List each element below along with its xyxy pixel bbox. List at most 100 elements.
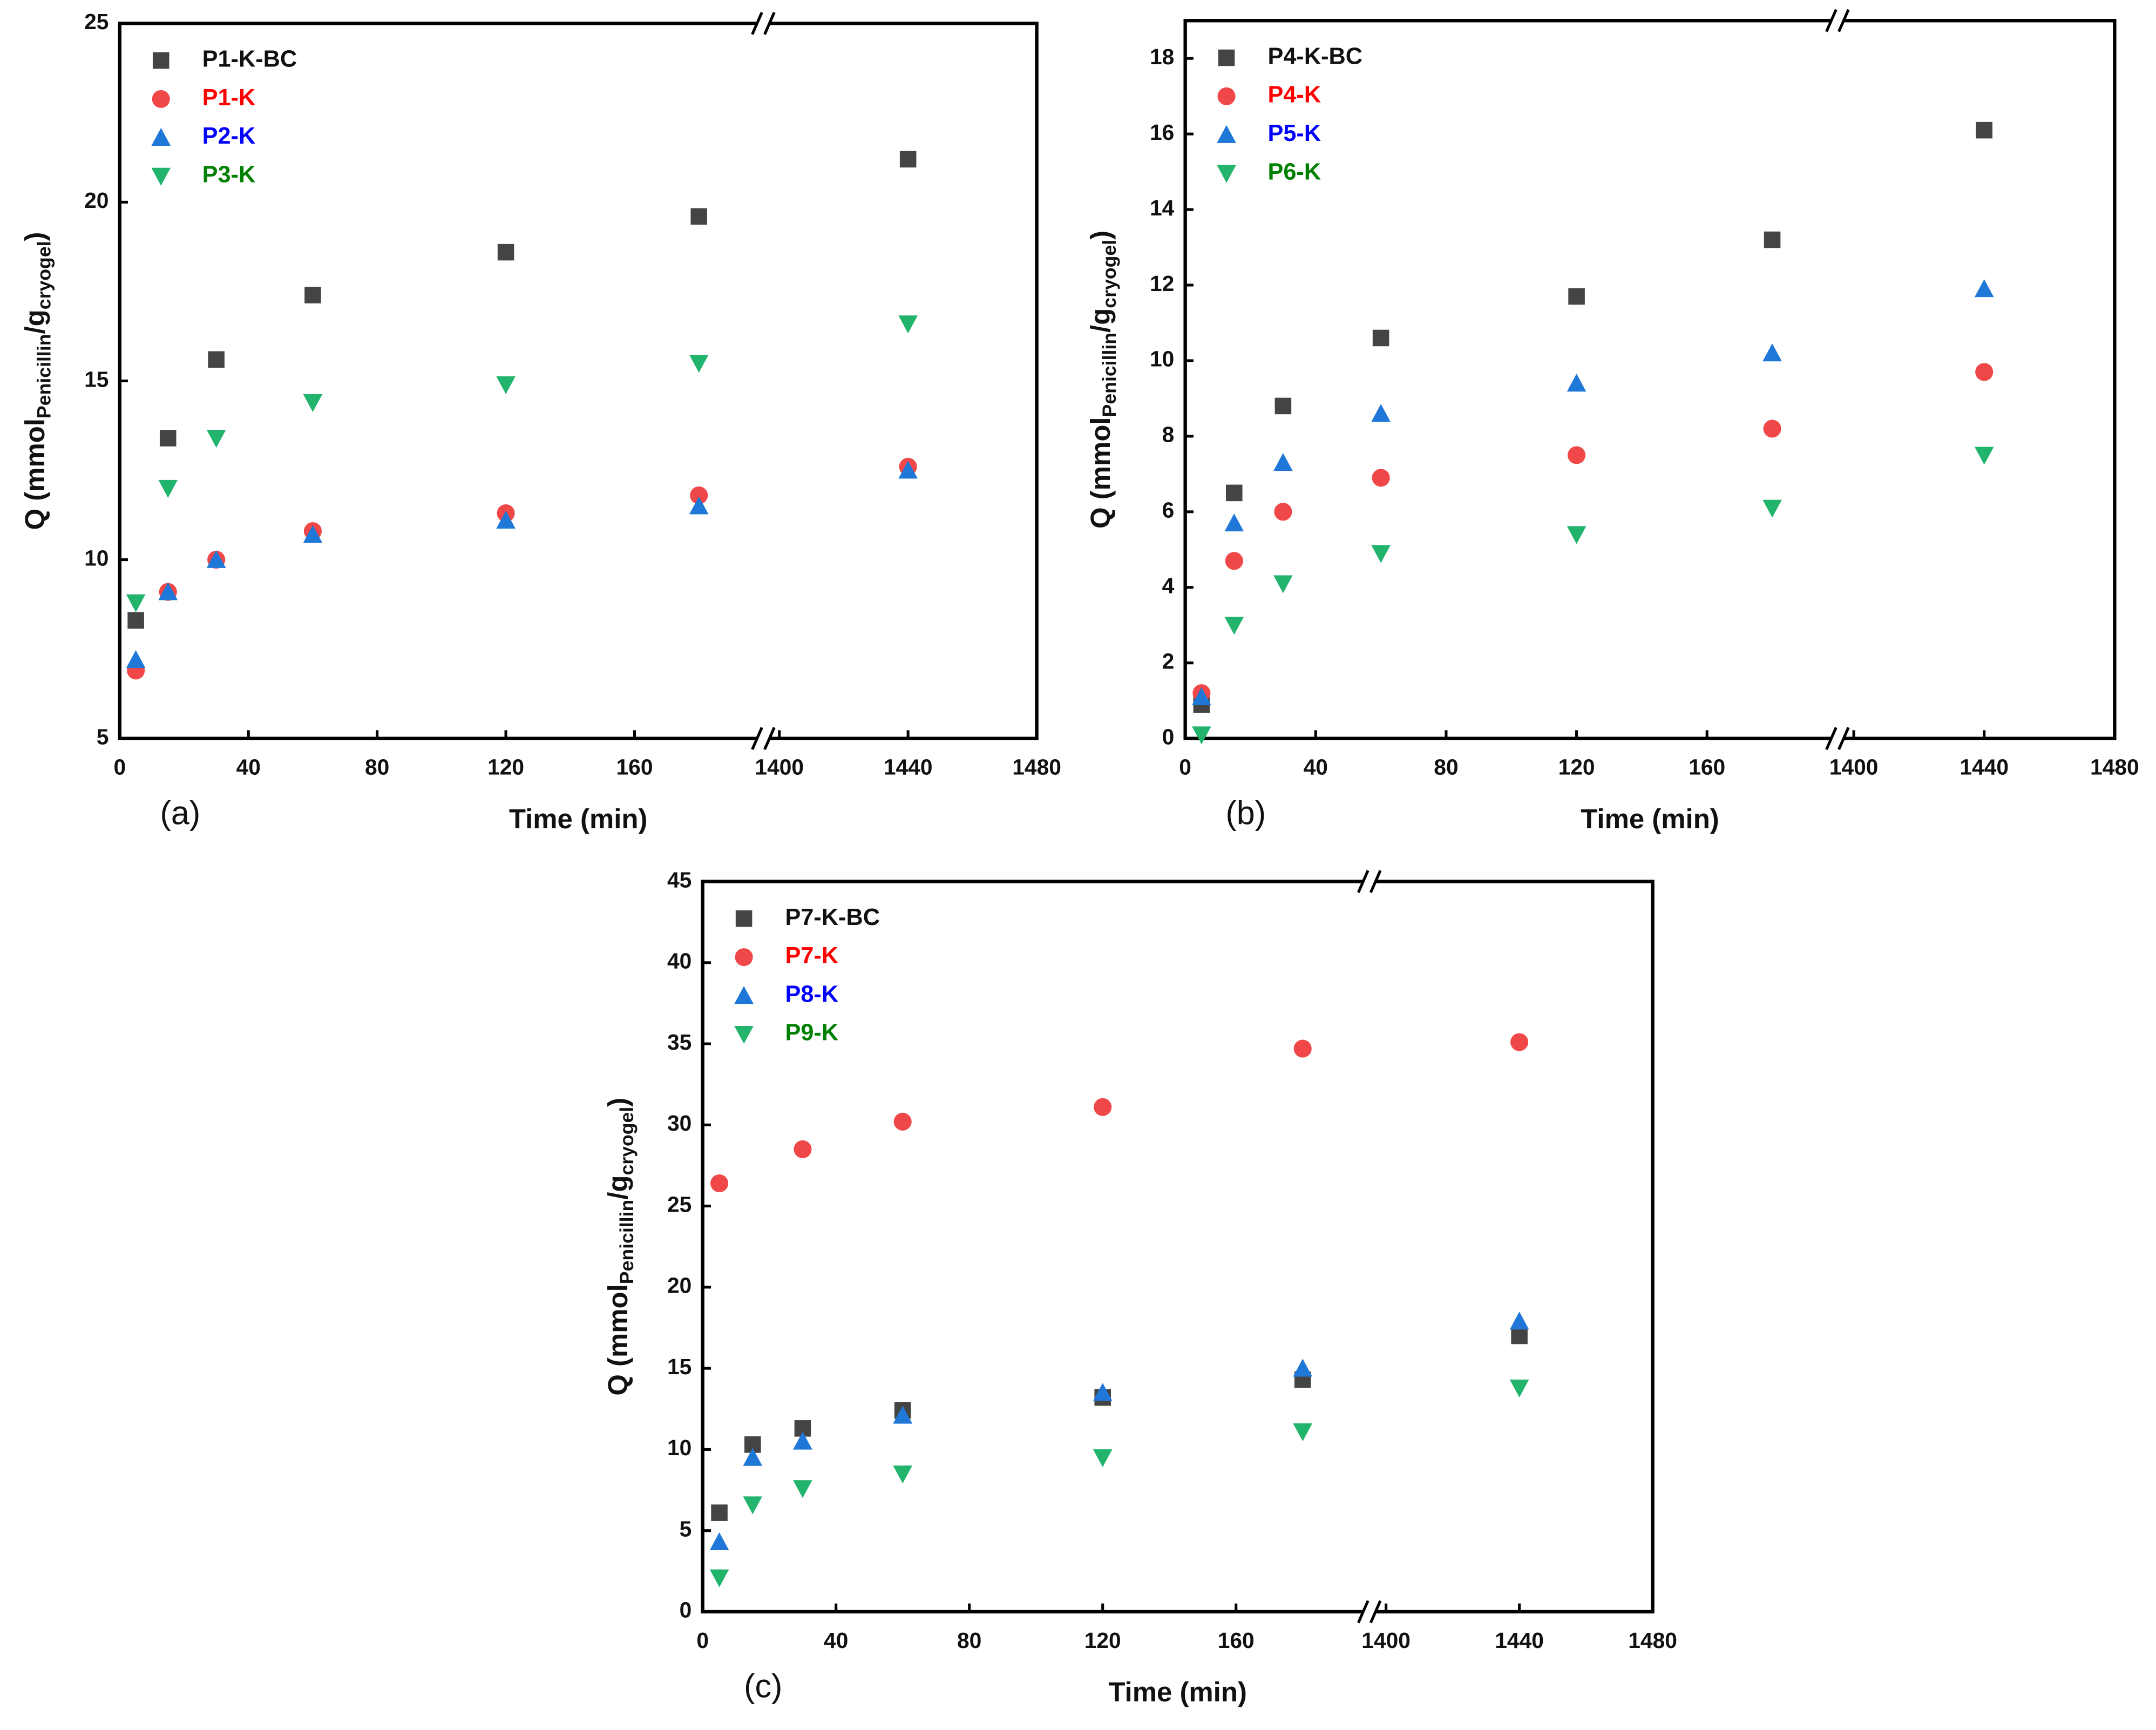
- point: [1192, 726, 1211, 745]
- point: [1371, 545, 1391, 563]
- point: [127, 612, 144, 629]
- point: [1093, 1449, 1113, 1468]
- point: [206, 550, 226, 568]
- point: [1274, 503, 1292, 521]
- x-tick-label: 120: [487, 754, 524, 779]
- point: [743, 1448, 763, 1466]
- point: [793, 1480, 812, 1498]
- y-axis-title-part: ): [19, 232, 50, 241]
- y-tick-label: 4: [1162, 573, 1175, 598]
- legend-label: P1-K-BC: [202, 46, 297, 72]
- x-tick-label: 1480: [1012, 754, 1061, 779]
- point: [1273, 453, 1293, 471]
- x-tick-label: 160: [1218, 1628, 1255, 1653]
- y-axis-title-part: Q (mmol: [602, 1284, 633, 1396]
- legend-marker: [734, 986, 754, 1004]
- x-tick-label: 0: [696, 1628, 709, 1653]
- y-axis-title: Q (mmolPenicillin/gcryogel): [602, 1098, 638, 1396]
- legend-marker: [151, 167, 171, 186]
- y-tick-label: 5: [680, 1516, 692, 1541]
- x-tick-label: 1440: [884, 754, 933, 779]
- point: [1372, 469, 1390, 487]
- x-tick-label: 40: [1304, 754, 1328, 779]
- point: [158, 479, 178, 498]
- point: [126, 650, 146, 668]
- y-tick-label: 8: [1162, 422, 1175, 447]
- x-tick-label: 0: [113, 754, 126, 779]
- y-tick-label: 35: [667, 1030, 691, 1055]
- y-axis-title-subscript: cryogel: [1099, 240, 1121, 308]
- point: [208, 351, 225, 368]
- point: [1293, 1423, 1313, 1442]
- axis-break-gap: [1364, 877, 1375, 886]
- legend-marker: [152, 90, 170, 108]
- y-axis-title-subscript: cryogel: [616, 1107, 638, 1175]
- point: [303, 525, 323, 543]
- y-axis-title-part: Q (mmol: [19, 418, 50, 530]
- legend-label: P3-K: [202, 161, 256, 187]
- y-axis-title-subscript: cryogel: [33, 241, 55, 309]
- y-tick-label: 25: [84, 9, 109, 34]
- legend-label: P7-K: [785, 943, 839, 969]
- point: [1509, 1312, 1529, 1330]
- x-axis-title: Time (min): [509, 803, 648, 834]
- point: [1372, 329, 1389, 347]
- legend-marker: [152, 52, 170, 69]
- point: [1974, 447, 1994, 465]
- x-tick-label: 1440: [1960, 754, 2009, 779]
- legend-marker: [1218, 49, 1235, 66]
- x-tick-label: 80: [957, 1628, 981, 1653]
- axis-break: [1369, 870, 1382, 893]
- point: [1568, 288, 1585, 305]
- y-axis-title: Q (mmolPenicillin/gcryogel): [19, 232, 55, 530]
- chart: 0 2 4 6 8 10 12 14 16 18 0 40 80 120 160 1400 1440 1480 Ti…: [1085, 9, 2139, 834]
- y-tick-label: 10: [667, 1435, 691, 1460]
- point: [689, 355, 709, 373]
- point: [1192, 687, 1211, 705]
- y-axis-title-subscript: Penicillin: [33, 334, 55, 418]
- axis-break-gap: [1364, 1607, 1375, 1616]
- plot-frame: [118, 22, 1039, 740]
- point: [893, 1465, 913, 1484]
- legend-label: P6-K: [1267, 159, 1321, 185]
- x-tick-label: 160: [616, 754, 653, 779]
- point: [1510, 1033, 1529, 1051]
- x-tick-label: 1440: [1495, 1628, 1544, 1653]
- point: [893, 1112, 912, 1131]
- point: [1293, 1039, 1312, 1058]
- point: [793, 1431, 812, 1450]
- point: [709, 1532, 729, 1551]
- y-tick-label: 6: [1162, 498, 1175, 523]
- legend-label: P9-K: [785, 1020, 839, 1046]
- point: [304, 287, 321, 303]
- point: [497, 244, 514, 261]
- point: [1293, 1359, 1313, 1377]
- point: [710, 1174, 729, 1193]
- y-axis-title: Q (mmolPenicillin/gcryogel): [1085, 231, 1120, 529]
- y-tick-label: 0: [1162, 724, 1175, 749]
- y-tick-label: 10: [1150, 347, 1174, 371]
- panel-label: (a): [160, 794, 201, 831]
- point: [1224, 513, 1244, 532]
- point: [709, 1569, 729, 1587]
- y-axis-title-part: /g: [602, 1175, 633, 1200]
- legend-label: P1-K: [202, 85, 256, 111]
- x-tick-label: 40: [236, 754, 261, 779]
- point: [1762, 499, 1782, 518]
- chart: 0 5 10 15 20 25 30 35 40 45 0 40 80 120 160 1400 1440 148…: [602, 867, 1677, 1707]
- point: [1509, 1379, 1529, 1398]
- legend-label: P8-K: [785, 981, 839, 1007]
- y-tick-label: 0: [680, 1598, 692, 1623]
- point: [711, 1504, 728, 1521]
- legend-label: P5-K: [1267, 120, 1321, 146]
- point: [1975, 363, 1994, 381]
- point: [1762, 343, 1782, 362]
- axis-break: [1357, 870, 1369, 893]
- point: [496, 376, 516, 394]
- y-axis-title-part: /g: [1085, 308, 1116, 333]
- point: [1976, 121, 1993, 139]
- point: [690, 486, 708, 504]
- point: [1764, 231, 1781, 248]
- x-tick-label: 1480: [1628, 1628, 1677, 1653]
- point: [158, 582, 178, 600]
